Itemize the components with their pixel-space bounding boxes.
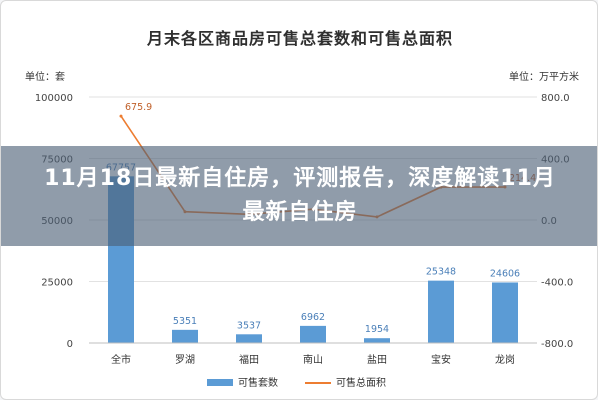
category-label: 福田 <box>239 353 259 366</box>
chart-title: 月末各区商品房可售总套数和可售总面积 <box>146 29 453 48</box>
bar <box>300 325 326 343</box>
category-label: 龙岗 <box>495 353 515 366</box>
right-tick-label: 800.0 <box>541 93 570 104</box>
right-tick-label: -400.0 <box>541 278 573 289</box>
bar-value-label: 25348 <box>426 267 456 278</box>
bar <box>492 282 518 343</box>
category-label: 全市 <box>111 353 131 366</box>
bar-value-label: 6962 <box>301 312 325 323</box>
line-value-label: 675.9 <box>125 102 152 113</box>
bar-value-label: 1954 <box>365 324 389 335</box>
category-label: 南山 <box>303 353 323 366</box>
right-axis-unit: 单位：万平方米 <box>509 72 579 83</box>
bar <box>172 329 198 343</box>
left-axis-unit: 单位：套 <box>25 72 65 83</box>
bar-value-label: 3537 <box>237 320 261 331</box>
bar <box>428 280 454 343</box>
category-label: 宝安 <box>431 353 451 366</box>
headline-overlay: 11月18日最新自住房，评测报告，深度解读11月最新自住房 <box>1 146 597 246</box>
line-point <box>119 114 123 118</box>
bar <box>364 338 390 343</box>
right-tick-label: -800.0 <box>541 339 573 350</box>
bar-value-label: 24606 <box>490 268 520 279</box>
legend-label-line: 可售总面积 <box>336 376 386 389</box>
bar <box>236 334 262 343</box>
left-tick-label: 100000 <box>35 93 73 104</box>
headline-text: 11月18日最新自住房，评测报告，深度解读11月最新自住房 <box>44 166 556 225</box>
left-tick-label: 25000 <box>41 278 73 289</box>
bar-value-label: 5351 <box>173 316 197 327</box>
legend-label-bars: 可售套数 <box>238 376 278 389</box>
legend-swatch-bars <box>207 379 233 386</box>
category-label: 盐田 <box>367 353 387 366</box>
category-label: 罗湖 <box>175 354 195 366</box>
left-tick-label: 0 <box>67 339 73 350</box>
